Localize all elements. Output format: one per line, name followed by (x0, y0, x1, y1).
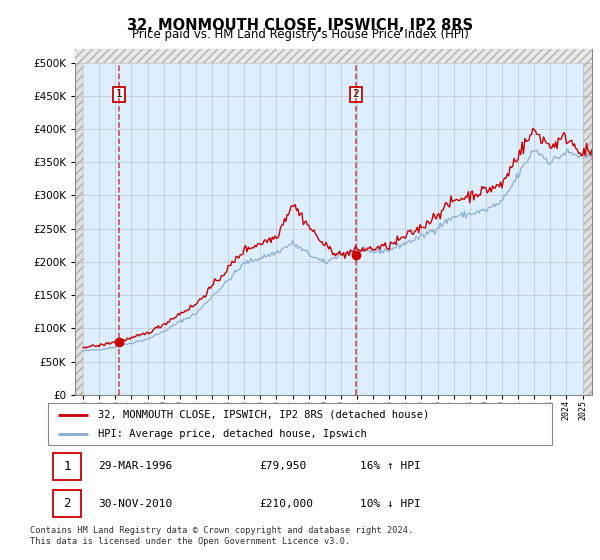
Bar (75, 49, 592, 63)
Text: £79,950: £79,950 (260, 461, 307, 472)
Text: 2: 2 (63, 497, 71, 510)
Text: 16% ↑ HPI: 16% ↑ HPI (361, 461, 421, 472)
Text: 32, MONMOUTH CLOSE, IPSWICH, IP2 8RS (detached house): 32, MONMOUTH CLOSE, IPSWICH, IP2 8RS (de… (98, 409, 430, 419)
Text: 29-MAR-1996: 29-MAR-1996 (98, 461, 173, 472)
Text: HPI: Average price, detached house, Ipswich: HPI: Average price, detached house, Ipsw… (98, 429, 367, 439)
Bar (53, 490, 81, 517)
Text: 32, MONMOUTH CLOSE, IPSWICH, IP2 8RS: 32, MONMOUTH CLOSE, IPSWICH, IP2 8RS (127, 18, 473, 33)
Text: Price paid vs. HM Land Registry's House Price Index (HPI): Price paid vs. HM Land Registry's House … (131, 28, 469, 41)
Text: £210,000: £210,000 (260, 498, 314, 508)
Bar (53, 452, 81, 480)
Text: 2: 2 (352, 90, 359, 100)
Text: 30-NOV-2010: 30-NOV-2010 (98, 498, 173, 508)
Text: 10% ↓ HPI: 10% ↓ HPI (361, 498, 421, 508)
Bar (583, 49, 592, 395)
Bar (75, 49, 83, 395)
Text: Contains HM Land Registry data © Crown copyright and database right 2024.
This d: Contains HM Land Registry data © Crown c… (30, 526, 413, 546)
Text: 1: 1 (116, 90, 122, 100)
Text: 1: 1 (63, 460, 71, 473)
